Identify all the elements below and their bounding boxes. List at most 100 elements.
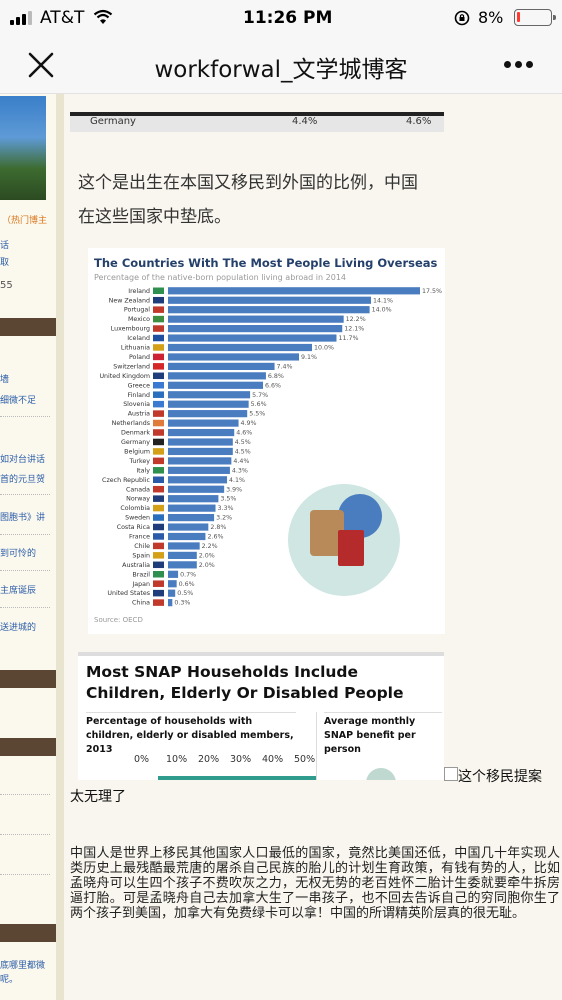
chart-category-label: Colombia [120, 505, 150, 512]
country-flag-icon [153, 476, 164, 483]
bar-chart: Ireland 17.5% New Zealand 14.1% Portugal 14.0… [99, 287, 442, 607]
chart-category-label: Ireland [128, 288, 150, 295]
chart-category-label: China [132, 600, 150, 607]
chart-category-label: Sweden [125, 515, 150, 522]
snap-circle [366, 768, 396, 780]
country-flag-icon [153, 438, 164, 446]
battery-percent: 8% [478, 8, 504, 27]
axis-tick: 40% [262, 754, 284, 765]
chart-category-label: Chile [134, 543, 150, 550]
overseas-chart: Ireland 17.5% New Zealand 14.1% Portugal 14.0… [88, 248, 445, 634]
chart-category-label: Austria [128, 411, 150, 418]
chart-value-label: 9.1% [301, 354, 317, 361]
sidebar-link[interactable]: 首的元旦贺 [0, 475, 46, 485]
snap-chart-image: Most SNAP Households Include Children, E… [78, 652, 444, 780]
chart-category-label: Slovenia [123, 401, 150, 408]
sidebar-link[interactable]: 到可怜的 [0, 549, 37, 559]
close-icon[interactable] [26, 50, 56, 80]
chart-category-label: Greece [128, 382, 151, 389]
chart-bar [168, 381, 264, 389]
wifi-icon [93, 9, 113, 24]
chart-value-label: 2.2% [202, 543, 218, 550]
chart-category-label: New Zealand [109, 297, 150, 304]
chart-value-label: 0.6% [179, 581, 195, 588]
chart-category-label: Switzerland [113, 363, 150, 370]
chart-bar [168, 466, 230, 474]
snippet-value-2: 4.6% [406, 116, 432, 127]
country-flag-icon [153, 552, 164, 559]
country-flag-icon [153, 523, 164, 531]
nav-bar: workforwal_文学城博客 [0, 36, 562, 94]
sidebar-link[interactable]: 墙 [0, 375, 10, 385]
chart-value-label: 2.0% [199, 552, 215, 559]
country-flag-icon [153, 542, 164, 550]
chart-value-label: 6.6% [265, 382, 281, 389]
chart-value-label: 4.4% [233, 458, 249, 465]
country-flag-icon [153, 410, 164, 417]
caption-text-continued: 太无理了 [70, 789, 126, 805]
cropped-table-image: Germany 4.4% 4.6% [70, 112, 444, 132]
carrier-label: AT&T [40, 8, 85, 28]
sidebar-link[interactable]: 图胞书》讲 [0, 513, 46, 523]
more-options-icon[interactable] [498, 58, 538, 72]
snap-chart-title: Most SNAP Households Include Children, E… [86, 663, 404, 702]
chart-bar [168, 315, 344, 323]
chart-category-label: Luxembourg [111, 326, 150, 333]
country-flag-icon [153, 514, 164, 521]
blogger-photo[interactable] [0, 96, 46, 200]
country-flag-icon [153, 400, 164, 408]
axis-tick: 50% [294, 754, 316, 765]
sidebar-link[interactable]: 话 [0, 241, 10, 251]
chart-bar [168, 504, 216, 512]
hot-blogger-label[interactable]: （热门博主 [2, 216, 48, 226]
chart-value-label: 14.1% [373, 297, 393, 304]
chart-category-label: United Kingdom [99, 373, 150, 380]
chart-bar [168, 570, 179, 578]
country-flag-icon [153, 419, 164, 427]
sidebar-link[interactable]: 如对台讲话 [0, 455, 46, 465]
comment-paragraph: 中国人是世界上移民其他国家人口最低的国家，竟然比美国还低，中国几十年实现人类历史… [70, 846, 560, 921]
chart-category-label: Netherlands [112, 420, 150, 427]
sidebar-section-header [0, 738, 56, 756]
country-flag-icon [153, 580, 164, 587]
chart-bar [168, 334, 337, 342]
chart-category-label: Japan [131, 581, 150, 588]
sidebar-link[interactable]: 底哪里都微 [0, 961, 46, 971]
sidebar-link[interactable]: 取 [0, 258, 10, 268]
axis-tick: 10% [166, 754, 188, 765]
chart-value-label: 3.3% [218, 505, 234, 512]
image-caption: 这个移民提案 [64, 766, 562, 786]
caption-text: 这个移民提案 [458, 769, 542, 785]
column-divider [56, 94, 64, 1000]
sidebar-link[interactable]: 送进城的 [0, 623, 37, 633]
chart-category-label: Costa Rica [117, 524, 150, 531]
sidebar-link[interactable]: 细微不足 [0, 396, 37, 406]
chart-value-label: 3.9% [226, 486, 242, 493]
illustration-suitcase [310, 510, 344, 556]
chart-category-label: Italy [136, 467, 150, 474]
article-paragraph: 这个是出生在本国又移民到外国的比例，中国在这些国家中垫底。 [78, 173, 418, 227]
country-flag-icon [153, 325, 164, 332]
chart-category-label: Australia [122, 562, 150, 569]
chart-bar [168, 400, 249, 408]
country-flag-icon [153, 296, 164, 304]
chart-value-label: 5.5% [249, 411, 265, 418]
chart-bar [168, 476, 228, 484]
status-bar: AT&T 11:26 PM 8% [0, 0, 562, 36]
chart-value-label: 0.3% [174, 600, 190, 607]
illustration-passport [338, 530, 364, 566]
country-flag-icon [153, 382, 164, 389]
sidebar-link[interactable]: 呢。 [0, 975, 19, 985]
broken-image-icon [444, 767, 458, 781]
chart-bar [168, 325, 343, 333]
country-flag-icon [153, 306, 164, 313]
chart-value-label: 7.4% [277, 363, 293, 370]
sidebar-link[interactable]: 主席诞辰 [0, 586, 37, 596]
snippet-country: Germany [90, 116, 136, 127]
chart-bar [168, 287, 420, 295]
chart-value-label: 6.8% [268, 373, 284, 380]
chart-bar [168, 343, 312, 352]
chart-subtitle: Percentage of the native-born population… [94, 273, 346, 282]
snap-chart-subtitle: Percentage of households with children, … [86, 712, 296, 757]
chart-bar [168, 447, 233, 456]
